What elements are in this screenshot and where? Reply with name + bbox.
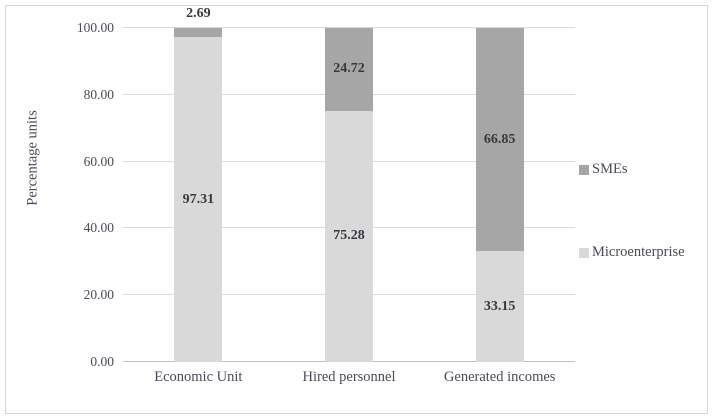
data-label: 75.28 <box>333 228 365 244</box>
y-tick-label: 100.00 <box>76 20 114 35</box>
bar-slot: 75.28 24.72 <box>274 28 425 362</box>
legend-label: SMEs <box>592 161 628 177</box>
legend-entry-smes: SMEs <box>579 161 627 178</box>
bar-segment-smes <box>174 28 223 37</box>
y-axis-tick-labels: 0.00 20.00 40.00 60.00 80.00 100.00 <box>0 20 114 369</box>
data-label: 33.15 <box>483 298 516 314</box>
gridline <box>123 27 575 28</box>
y-tick-label: 0.00 <box>90 354 114 369</box>
bar-slot: 33.15 66.85 <box>424 28 575 362</box>
bar-segment-microenterprise <box>475 251 524 362</box>
x-category-label: Economic Unit <box>154 369 243 385</box>
stacked-bar: 97.31 2.69 <box>174 6 223 362</box>
legend-swatch-icon <box>579 247 589 258</box>
x-category-label: Generated incomes <box>443 369 556 385</box>
data-label: 2.69 <box>186 6 211 21</box>
x-axis-category-labels: Economic Unit Hired personnel Generated in… <box>123 369 575 386</box>
y-tick-label: 60.00 <box>83 153 114 169</box>
x-category-label: Hired personnel <box>302 369 396 385</box>
stacked-bar: 75.28 24.72 <box>324 28 373 362</box>
data-label: 66.85 <box>483 131 516 147</box>
bar-segment-smes <box>324 28 373 111</box>
legend-entry-microenterprise: Microenterprise <box>579 244 685 261</box>
legend: SMEs Microenterprise <box>579 0 709 419</box>
bar-segment-smes <box>475 28 524 252</box>
plot-area: 97.31 2.69 75.28 24.72 33.15 66.85 <box>123 6 575 362</box>
legend-swatch-icon <box>579 164 589 175</box>
stacked-bar: 33.15 66.85 <box>475 28 524 362</box>
bar-segment-microenterprise <box>324 110 373 362</box>
bar-slot: 97.31 2.69 <box>123 6 274 362</box>
bar-segment-microenterprise <box>174 37 223 362</box>
y-tick-label: 80.00 <box>83 86 114 102</box>
legend-label: Microenterprise <box>592 244 685 260</box>
data-label: 97.31 <box>182 191 215 207</box>
data-label: 24.72 <box>333 61 365 77</box>
y-tick-label: 20.00 <box>83 287 114 303</box>
y-tick-label: 40.00 <box>83 220 114 236</box>
